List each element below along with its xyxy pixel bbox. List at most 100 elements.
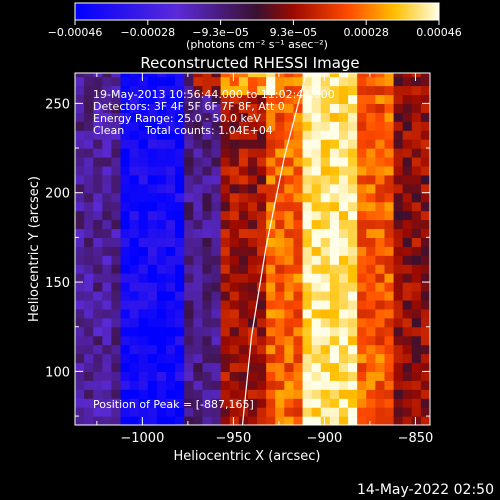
heatmap-cell — [129, 201, 140, 212]
heatmap-cell — [175, 299, 185, 310]
heatmap-cell — [411, 112, 422, 122]
heatmap-cell — [411, 156, 422, 167]
heatmap-cell — [393, 210, 404, 221]
heatmap-cell — [156, 299, 167, 310]
x-tick-label: −950 — [216, 431, 252, 446]
heatmap-cell — [102, 156, 113, 167]
heatmap-cell — [247, 103, 258, 113]
heatmap-cell — [311, 398, 322, 408]
heatmap-cell — [138, 210, 149, 221]
heatmap-cell — [275, 362, 285, 372]
heatmap-cell — [420, 353, 430, 364]
heatmap-cell — [411, 282, 422, 292]
heatmap-cell — [238, 165, 249, 176]
heatmap-cell — [229, 112, 240, 122]
heatmap-cell — [202, 183, 213, 194]
heatmap-cell — [266, 416, 276, 425]
heatmap-cell — [275, 156, 285, 167]
heatmap-cell — [366, 219, 376, 230]
heatmap-cell — [156, 121, 167, 131]
heatmap-cell — [175, 76, 185, 87]
heatmap-cell — [147, 407, 158, 417]
heatmap-cell — [184, 290, 194, 301]
heatmap-cell — [266, 130, 276, 140]
heatmap-cell — [275, 317, 285, 328]
heatmap-cell — [293, 299, 304, 310]
heatmap-cell — [402, 237, 413, 247]
heatmap-cell — [393, 73, 404, 78]
heatmap-cell — [193, 228, 204, 238]
heatmap-cell — [120, 76, 131, 87]
heatmap-cell — [156, 219, 167, 230]
heatmap-cell — [375, 183, 386, 194]
heatmap-cell — [420, 201, 430, 212]
heatmap-cell — [293, 353, 304, 364]
heatmap-cell — [193, 139, 204, 149]
heatmap-cell — [275, 353, 285, 364]
heatmap-cell — [357, 156, 367, 167]
heatmap-cell — [138, 416, 149, 425]
heatmap-cell — [393, 389, 404, 399]
heatmap-cell — [238, 130, 249, 140]
heatmap-cell — [202, 308, 213, 319]
heatmap-cell — [311, 344, 322, 355]
heatmap-cell — [348, 264, 358, 274]
heatmap-cell — [202, 353, 213, 364]
heatmap-cell — [202, 389, 213, 399]
heatmap-cell — [229, 326, 240, 337]
heatmap-cell — [147, 130, 158, 140]
heatmap-cell — [138, 85, 149, 96]
heatmap-cell — [402, 228, 413, 238]
heatmap-cell — [411, 183, 422, 194]
heatmap-cell — [84, 156, 94, 167]
heatmap-cell — [147, 398, 158, 408]
heatmap-cell — [266, 228, 276, 238]
heatmap-cell — [156, 335, 167, 346]
heatmap-cell — [302, 174, 313, 185]
heatmap-cell — [184, 246, 194, 256]
heatmap-cell — [366, 130, 376, 140]
heatmap-cell — [366, 416, 376, 425]
heatmap-cell — [302, 192, 313, 203]
heatmap-cell — [175, 371, 185, 381]
heatmap-cell — [257, 290, 267, 301]
heatmap-cell — [329, 192, 340, 203]
heatmap-cell — [284, 344, 295, 355]
heatmap-cell — [348, 273, 358, 283]
heatmap-cell — [184, 219, 194, 230]
heatmap-cell — [175, 344, 185, 355]
heatmap-cell — [75, 112, 85, 122]
heatmap-cell — [275, 228, 285, 238]
heatmap-cell — [229, 246, 240, 256]
heatmap-cell — [138, 317, 149, 328]
heatmap-cell — [75, 130, 85, 140]
heatmap-cell — [120, 130, 131, 140]
heatmap-cell — [393, 308, 404, 319]
heatmap-cell — [266, 273, 276, 283]
heatmap-cell — [275, 273, 285, 283]
heatmap-cell — [202, 335, 213, 346]
heatmap-cell — [348, 416, 358, 425]
heatmap-cell — [93, 282, 103, 292]
heatmap-cell — [184, 85, 194, 96]
heatmap-cell — [302, 362, 313, 372]
heatmap-cell — [93, 344, 103, 355]
heatmap-cell — [75, 371, 85, 381]
heatmap-cell — [302, 264, 313, 274]
heatmap-cell — [402, 85, 413, 96]
heatmap-cell — [357, 264, 367, 274]
heatmap-cell — [357, 201, 367, 212]
heatmap-cell — [257, 389, 267, 399]
heatmap-cell — [275, 282, 285, 292]
heatmap-cell — [102, 344, 113, 355]
heatmap-cell — [202, 299, 213, 310]
heatmap-cell — [420, 165, 430, 176]
heatmap-cell — [220, 255, 231, 265]
heatmap-cell — [311, 246, 322, 256]
heatmap-cell — [220, 121, 231, 131]
heatmap-cell — [247, 210, 258, 221]
heatmap-cell — [193, 273, 204, 283]
heatmap-cell — [75, 282, 85, 292]
heatmap-cell — [238, 201, 249, 212]
heatmap-cell — [120, 210, 131, 221]
